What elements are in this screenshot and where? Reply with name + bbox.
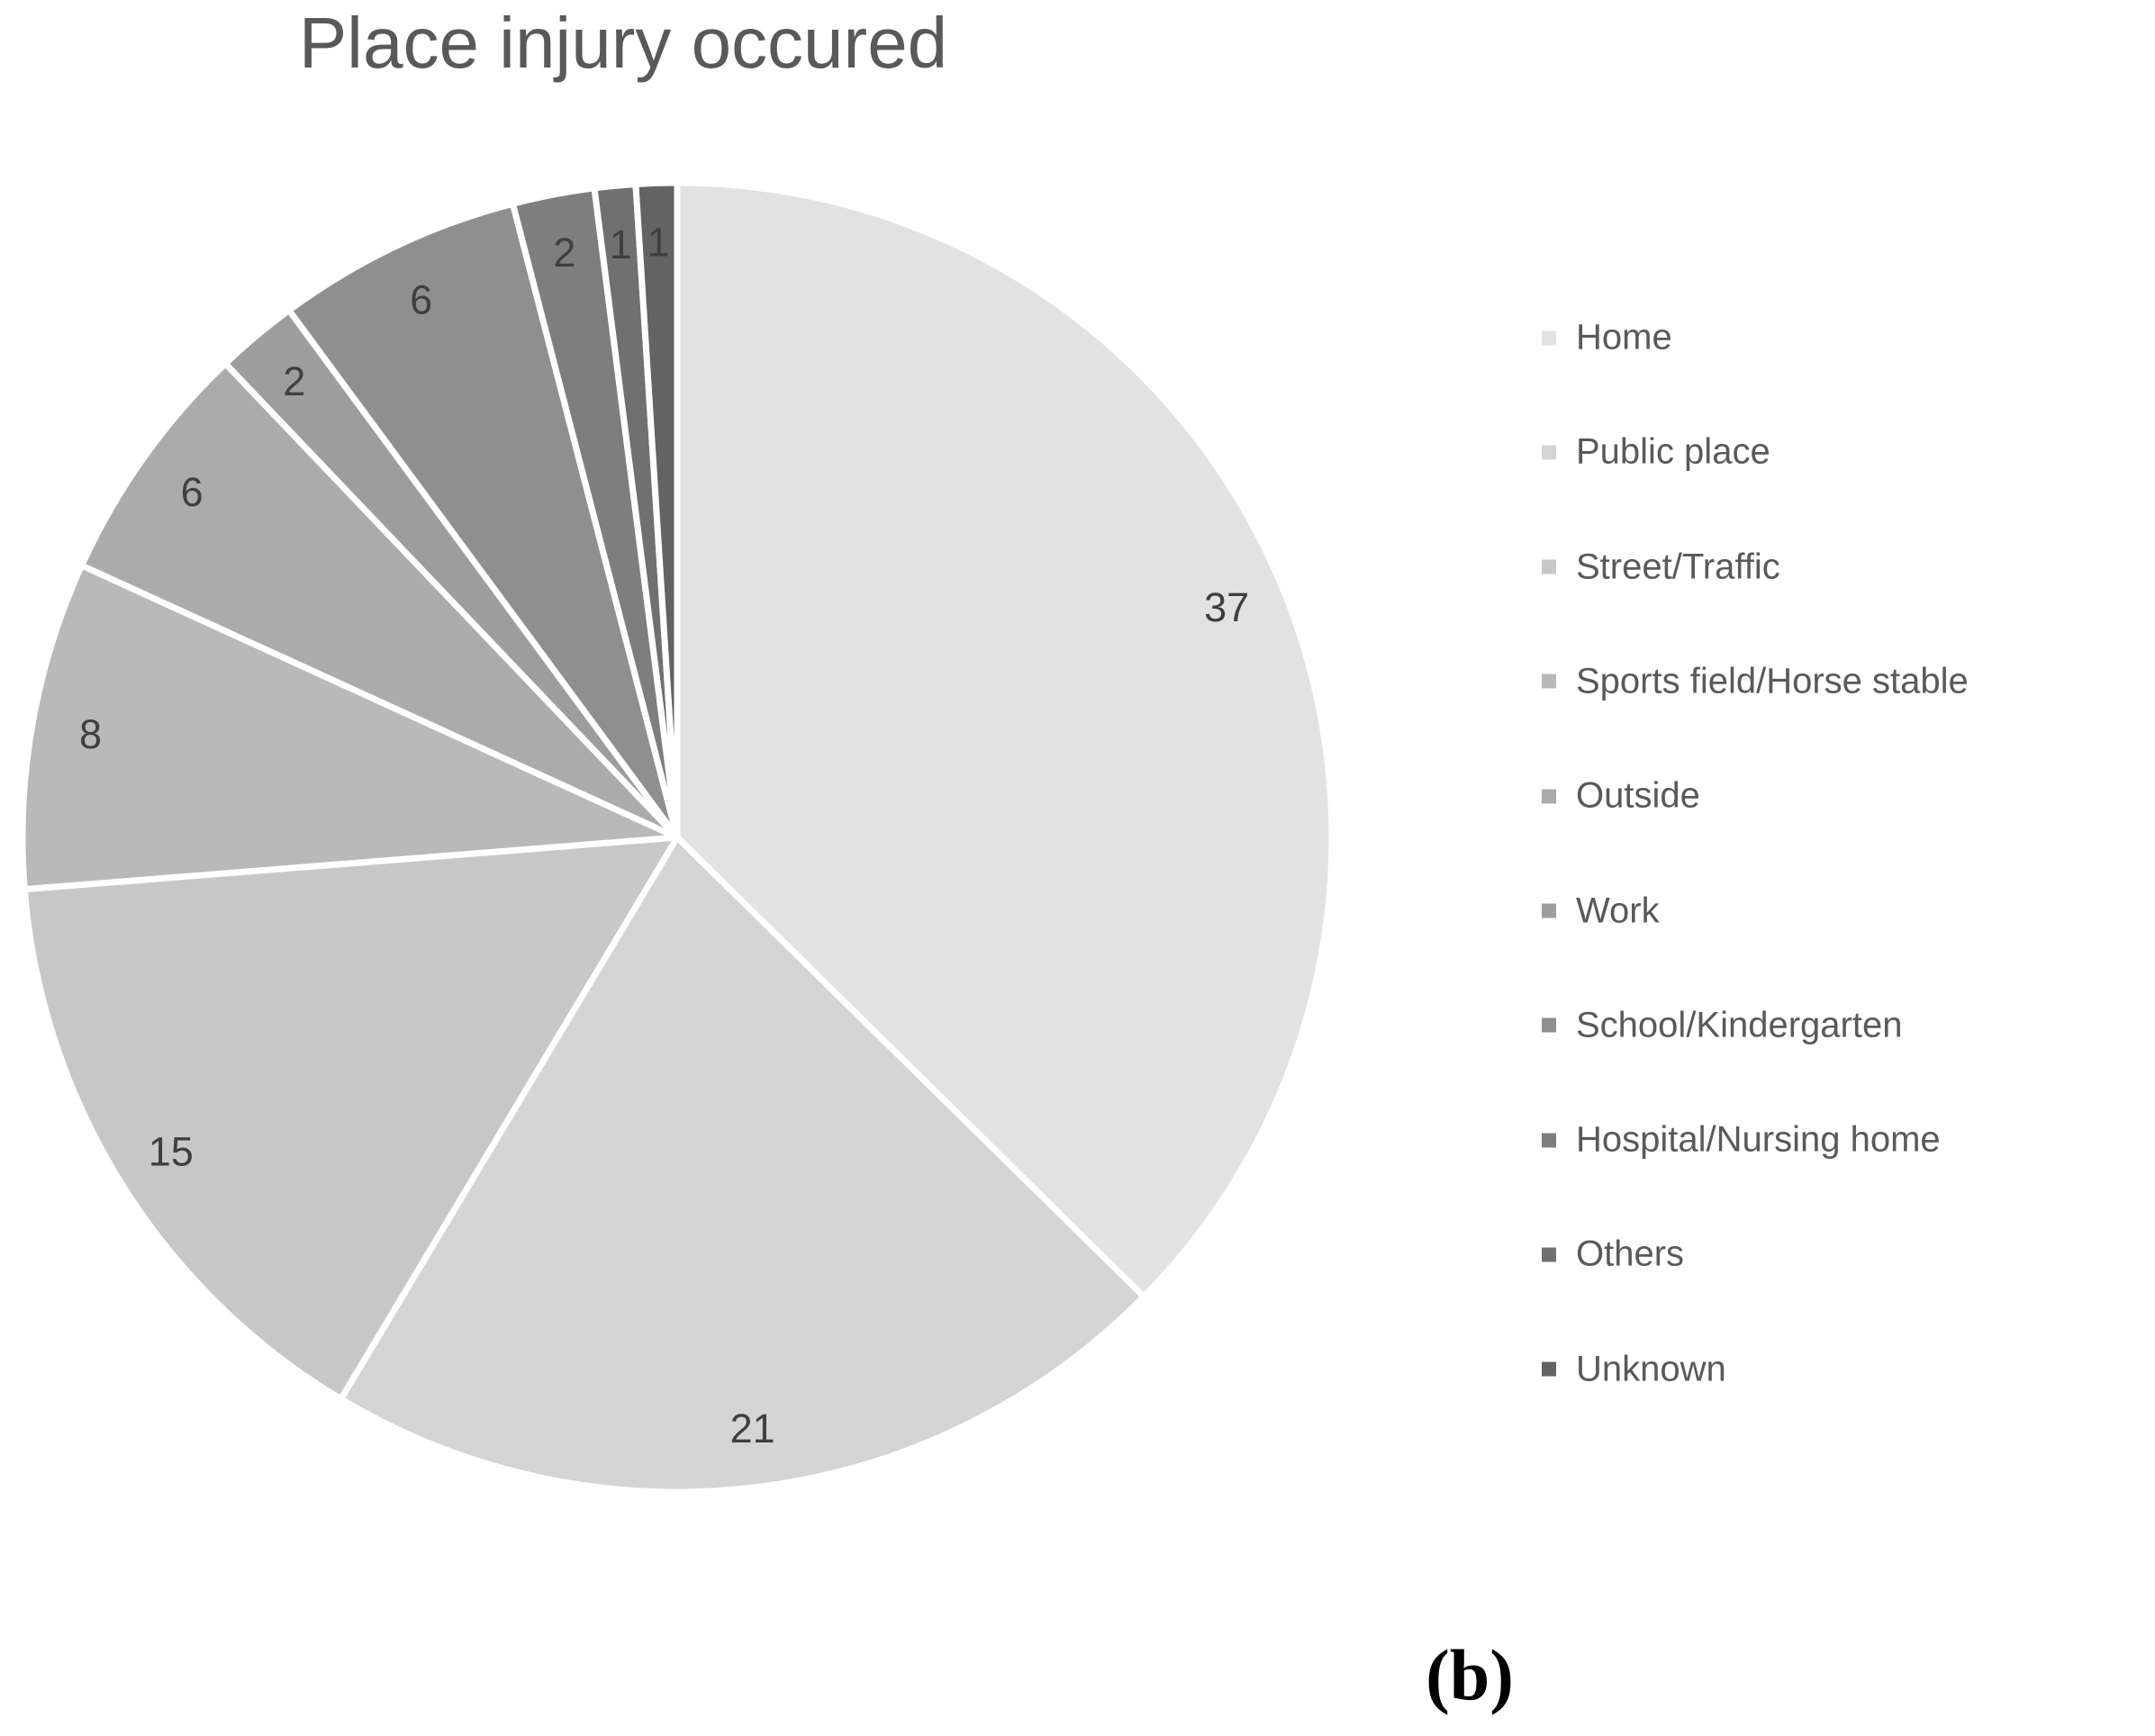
figure-caption: (b) (1426, 1636, 1514, 1716)
pie-slice-label-street-traffic: 15 (149, 1129, 194, 1175)
pie-slice-unknown (632, 179, 681, 841)
chart-title: Place injury occured (298, 3, 948, 83)
pie-slice-label-unknown: 1 (647, 220, 669, 266)
pie-slice-sports-field-horse-stable (19, 562, 681, 893)
pie-slice-label-sports-field-horse-stable: 8 (79, 711, 102, 757)
pie-slices-group (19, 179, 1336, 1496)
pie-slice-school-kindergarten (285, 200, 681, 841)
pie-slice-label-work: 2 (283, 358, 305, 404)
pie-slice-label-others: 1 (610, 222, 632, 267)
pie-slice-public-place (338, 834, 1147, 1496)
pie-slice-outside (78, 360, 681, 841)
pie-slice-label-school-kindergarten: 6 (410, 276, 432, 322)
pie-slice-label-home: 37 (1204, 584, 1249, 630)
pie-slice-home (674, 179, 1336, 1300)
pie-slice-street-traffic (21, 834, 681, 1403)
pie-slice-label-hospital-nursing-home: 2 (553, 230, 575, 276)
pie-slice-label-public-place: 21 (730, 1406, 775, 1451)
pie-slice-label-outside: 6 (181, 469, 204, 515)
